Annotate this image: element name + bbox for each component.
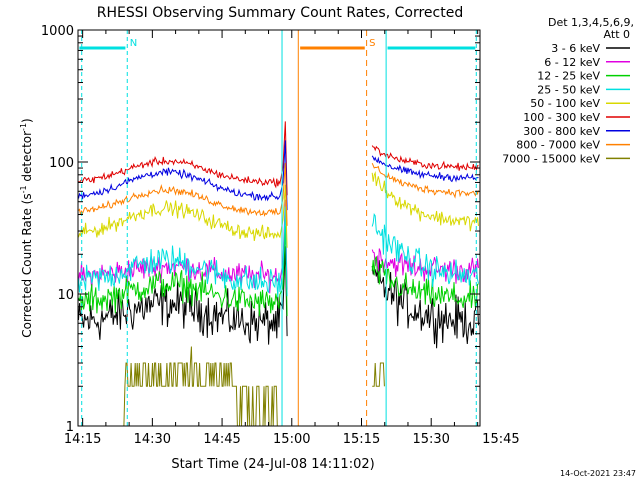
series-line-7 (78, 162, 479, 226)
y-axis-label: Corrected Count Rate (s-1 detector-1) (19, 118, 34, 337)
x-tick-label-5: 15:30 (412, 432, 449, 447)
flag-label-0: N (130, 38, 137, 49)
y-tick-label-2: 100 (49, 156, 74, 171)
legend-label-4: 50 - 100 keV (530, 97, 600, 110)
legend-label-7: 800 - 7000 keV (516, 139, 600, 152)
y-label-sup-2: -1 (19, 123, 28, 131)
y-label-part-1: Corrected Count Rate (s (20, 193, 34, 337)
y-tick-label-0: 1 (66, 420, 74, 435)
series-line-5 (78, 121, 479, 196)
y-label-part-3: ) (20, 118, 34, 123)
y-tick-label-1: 10 (57, 288, 74, 303)
x-tick-label-0: 14:15 (64, 432, 101, 447)
series-line-6 (78, 140, 479, 211)
y-label-part-2: detector (20, 131, 34, 186)
legend-label-0: 3 - 6 keV (551, 42, 600, 55)
x-tick-label-2: 14:45 (203, 432, 240, 447)
timestamp: 14-Oct-2021 23:47 (560, 469, 636, 478)
plot-frame (77, 29, 481, 427)
series-line-4 (78, 170, 479, 248)
chart-title: RHESSI Observing Summary Count Rates, Co… (97, 5, 463, 21)
event-lines (81, 30, 477, 426)
flag-label-1: S (369, 38, 375, 49)
x-tick-label-3: 15:00 (273, 432, 310, 447)
legend-label-6: 300 - 800 keV (523, 125, 600, 138)
x-tick-label-1: 14:30 (134, 432, 171, 447)
axis-ticks: 14:15 14:30 14:45 15:00 15:15 15:30 15:45 1 10 10… (41, 24, 520, 447)
legend-label-2: 12 - 25 keV (537, 70, 600, 83)
legend-label-1: 6 - 12 keV (544, 56, 600, 69)
y-label-sup-1: -1 (19, 185, 28, 193)
x-tick-label-4: 15:15 (343, 432, 380, 447)
legend-label-3: 25 - 50 keV (537, 83, 600, 96)
legend-label-8: 7000 - 15000 keV (502, 152, 600, 165)
series-line-3 (78, 206, 479, 298)
x-tick-label-6: 15:45 (482, 432, 519, 447)
legend-label-5: 100 - 300 keV (523, 111, 600, 124)
legend-header-2: Att 0 (604, 28, 630, 41)
x-axis-label: Start Time (24-Jul-08 14:11:02) (171, 457, 374, 472)
y-tick-label-3: 1000 (41, 24, 74, 39)
data-layer (78, 121, 479, 427)
series-line-2 (78, 226, 479, 317)
legend-header-1: Det 1,3,4,5,6,9, (548, 16, 634, 29)
